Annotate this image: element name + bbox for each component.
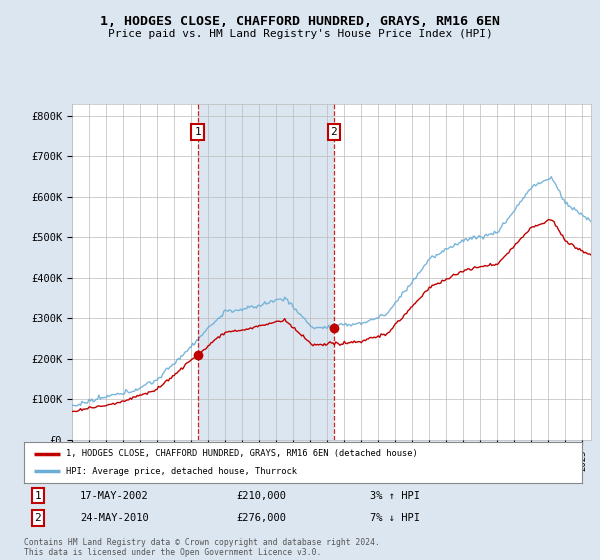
Text: £210,000: £210,000 bbox=[236, 491, 286, 501]
Text: Contains HM Land Registry data © Crown copyright and database right 2024.
This d: Contains HM Land Registry data © Crown c… bbox=[24, 538, 380, 557]
Bar bbox=[197, 104, 334, 440]
Text: 2: 2 bbox=[331, 127, 337, 137]
Text: 17-MAY-2002: 17-MAY-2002 bbox=[80, 491, 149, 501]
Text: 1: 1 bbox=[35, 491, 41, 501]
Text: £276,000: £276,000 bbox=[236, 513, 286, 523]
Text: HPI: Average price, detached house, Thurrock: HPI: Average price, detached house, Thur… bbox=[66, 467, 297, 476]
Text: 24-MAY-2010: 24-MAY-2010 bbox=[80, 513, 149, 523]
Text: 2: 2 bbox=[35, 513, 41, 523]
Text: 1, HODGES CLOSE, CHAFFORD HUNDRED, GRAYS, RM16 6EN (detached house): 1, HODGES CLOSE, CHAFFORD HUNDRED, GRAYS… bbox=[66, 449, 418, 458]
Text: 1, HODGES CLOSE, CHAFFORD HUNDRED, GRAYS, RM16 6EN: 1, HODGES CLOSE, CHAFFORD HUNDRED, GRAYS… bbox=[100, 15, 500, 28]
Text: 3% ↑ HPI: 3% ↑ HPI bbox=[370, 491, 420, 501]
Text: Price paid vs. HM Land Registry's House Price Index (HPI): Price paid vs. HM Land Registry's House … bbox=[107, 29, 493, 39]
Text: 1: 1 bbox=[194, 127, 201, 137]
Text: 7% ↓ HPI: 7% ↓ HPI bbox=[370, 513, 420, 523]
